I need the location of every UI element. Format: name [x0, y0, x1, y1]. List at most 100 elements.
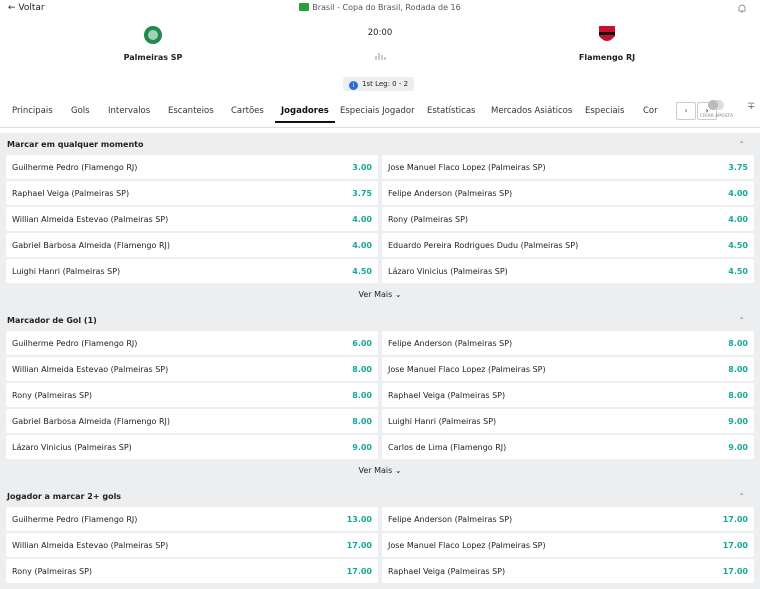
see-more[interactable]: Ver Mais ⌄: [3, 285, 757, 305]
player-name: Gabriel Barbosa Almeida (Flamengo RJ): [12, 240, 170, 250]
odds-cell[interactable]: Rony (Palmeiras SP) 8.00: [6, 383, 378, 407]
odds-cell[interactable]: Guilherme Pedro (Flamengo RJ) 3.00: [6, 155, 378, 179]
home-team: Palmeiras SP: [123, 53, 183, 62]
tab[interactable]: Principais: [12, 106, 53, 116]
odds-row: Guilherme Pedro (Flamengo RJ) 3.00 Jose Ma…: [3, 155, 757, 179]
tab[interactable]: Cartões: [231, 106, 264, 116]
tab[interactable]: Escanteios: [168, 106, 214, 116]
player-name: Rony (Palmeiras SP): [12, 390, 93, 400]
back-label[interactable]: Voltar: [18, 3, 45, 13]
odd-value: 8.00: [352, 390, 372, 400]
tab[interactable]: Mercados Asiáticos: [491, 106, 573, 116]
odds-cell[interactable]: Jose Manuel Flaco Lopez (Palmeiras SP) 3.…: [382, 155, 754, 179]
odds-cell[interactable]: Guilherme Pedro (Flamengo RJ) 6.00: [6, 331, 378, 355]
tab[interactable]: Estatísticas: [427, 106, 476, 116]
info-icon: i: [349, 81, 358, 90]
bell-icon[interactable]: [736, 2, 748, 14]
odds-cell[interactable]: Luighi Hanri (Palmeiras SP) 4.50: [6, 259, 378, 283]
odds-cell[interactable]: Lázaro Vinicius (Palmeiras SP) 9.00: [6, 435, 378, 459]
odds-cell[interactable]: Willian Almeida Estevao (Palmeiras SP) 17…: [6, 533, 378, 557]
odd-value: 8.00: [728, 364, 748, 374]
collapse-icon[interactable]: ⌃: [738, 140, 745, 149]
player-name: Rony (Palmeiras SP): [12, 566, 93, 576]
odds-cell[interactable]: Eduardo Pereira Rodrigues Dudu (Palmeira…: [382, 233, 754, 257]
odd-value: 17.00: [722, 514, 748, 524]
market-section: Marcador de Gol (1) ⌃ Guilherme Pedro (Fla…: [3, 311, 757, 481]
tab[interactable]: Especiais Jogador: [340, 106, 415, 116]
back-button[interactable]: ← Voltar: [8, 3, 45, 13]
odd-value: 8.00: [352, 416, 372, 426]
scroll-left[interactable]: ‹: [676, 102, 696, 120]
odds-cell[interactable]: Raphael Veiga (Palmeiras SP) 3.75: [6, 181, 378, 205]
odds-cell[interactable]: Guilherme Pedro (Flamengo RJ) 13.00: [6, 507, 378, 531]
competition-label: Brasil - Copa do Brasil, Rodada de 16: [312, 3, 461, 12]
odds-cell[interactable]: Rony (Palmeiras SP) 17.00: [6, 559, 378, 583]
player-name: Guilherme Pedro (Flamengo RJ): [12, 162, 138, 172]
tab[interactable]: Cor: [643, 106, 658, 116]
settings-icon[interactable]: ∓: [747, 101, 756, 112]
odds-cell[interactable]: Willian Almeida Estevao (Palmeiras SP) 4.…: [6, 207, 378, 231]
player-name: Luighi Hanri (Palmeiras SP): [388, 416, 497, 426]
collapse-icon[interactable]: ⌃: [738, 492, 745, 501]
odds-cell[interactable]: Gabriel Barbosa Almeida (Flamengo RJ) 8.0…: [6, 409, 378, 433]
odds-cell[interactable]: Luighi Hanri (Palmeiras SP) 9.00: [382, 409, 754, 433]
see-more[interactable]: Ver Mais ⌄: [3, 461, 757, 481]
odds-cell[interactable]: Jose Manuel Flaco Lopez (Palmeiras SP) 17…: [382, 533, 754, 557]
first-leg-label: 1st Leg: 0 - 2: [362, 80, 409, 88]
collapse-icon[interactable]: ⌃: [738, 316, 745, 325]
chevron-icon[interactable]: ⌄: [392, 466, 402, 475]
odds-cell[interactable]: Carlos de Lima (Flamengo RJ) 9.00: [382, 435, 754, 459]
odds-cell[interactable]: Rony (Palmeiras SP) 4.00: [382, 207, 754, 231]
odds-cell[interactable]: Felipe Anderson (Palmeiras SP) 4.00: [382, 181, 754, 205]
odd-value: 9.00: [728, 416, 748, 426]
markets: Marcar em qualquer momento ⌃ Guilherme Ped…: [0, 133, 760, 589]
toggle[interactable]: [708, 100, 724, 110]
away-logo: [599, 26, 615, 41]
tab[interactable]: Gols: [71, 106, 90, 116]
see-more-label[interactable]: Ver Mais: [358, 290, 393, 299]
player-name: Willian Almeida Estevao (Palmeiras SP): [12, 364, 169, 374]
section-header[interactable]: Marcar em qualquer momento ⌃: [3, 135, 757, 155]
tab[interactable]: Intervalos: [108, 106, 151, 116]
odds-cell[interactable]: Felipe Anderson (Palmeiras SP) 17.00: [382, 507, 754, 531]
odd-value: 17.00: [346, 566, 372, 576]
odds-cell[interactable]: Felipe Anderson (Palmeiras SP) 8.00: [382, 331, 754, 355]
section-title: Marcar em qualquer momento: [7, 140, 144, 149]
player-name: Jose Manuel Flaco Lopez (Palmeiras SP): [388, 540, 546, 550]
odd-value: 9.00: [352, 442, 372, 452]
player-name: Luighi Hanri (Palmeiras SP): [12, 266, 121, 276]
player-name: Guilherme Pedro (Flamengo RJ): [12, 338, 138, 348]
tab[interactable]: Especiais: [585, 106, 625, 116]
tab[interactable]: Jogadores: [275, 106, 335, 123]
odds-cell[interactable]: Jose Manuel Flaco Lopez (Palmeiras SP) 8.…: [382, 357, 754, 381]
toggle-label: CRIAR APOSTA: [700, 114, 733, 119]
chevron-icon[interactable]: ⌄: [392, 290, 402, 299]
away-team: Flamengo RJ: [578, 53, 636, 62]
odd-value: 3.00: [352, 162, 372, 172]
match-header: ← Voltar Brasil - Copa do Brasil, Rodada…: [0, 0, 760, 130]
odds-row: Guilherme Pedro (Flamengo RJ) 6.00 Felipe …: [3, 331, 757, 355]
section-header[interactable]: Jogador a marcar 2+ gols ⌃: [3, 487, 757, 507]
odd-value: 13.00: [346, 514, 372, 524]
player-name: Willian Almeida Estevao (Palmeiras SP): [12, 540, 169, 550]
see-more-label[interactable]: Ver Mais: [358, 466, 393, 475]
odds-row: Lázaro Vinicius (Palmeiras SP) 9.00 Carlos…: [3, 435, 757, 459]
odds-row: Willian Almeida Estevao (Palmeiras SP) 8.…: [3, 357, 757, 381]
odds-cell[interactable]: Lázaro Vinicius (Palmeiras SP) 4.50: [382, 259, 754, 283]
odd-value: 4.00: [352, 240, 372, 250]
odds-cell[interactable]: Raphael Veiga (Palmeiras SP) 8.00: [382, 383, 754, 407]
odd-value: 3.75: [352, 188, 372, 198]
match-time: 20:00: [367, 28, 393, 38]
player-name: Guilherme Pedro (Flamengo RJ): [12, 514, 138, 524]
market-section: Jogador a marcar 2+ gols ⌃ Guilherme Pedro…: [3, 487, 757, 583]
odds-cell[interactable]: Gabriel Barbosa Almeida (Flamengo RJ) 4.0…: [6, 233, 378, 257]
stats-icon[interactable]: [374, 51, 386, 61]
odds-row: Guilherme Pedro (Flamengo RJ) 13.00 Felipe…: [3, 507, 757, 531]
section-title: Marcador de Gol (1): [7, 316, 97, 325]
odds-cell[interactable]: Raphael Veiga (Palmeiras SP) 17.00: [382, 559, 754, 583]
odd-value: 4.00: [728, 188, 748, 198]
section-header[interactable]: Marcador de Gol (1) ⌃: [3, 311, 757, 331]
odds-cell[interactable]: Willian Almeida Estevao (Palmeiras SP) 8.…: [6, 357, 378, 381]
player-name: Carlos de Lima (Flamengo RJ): [388, 442, 507, 452]
